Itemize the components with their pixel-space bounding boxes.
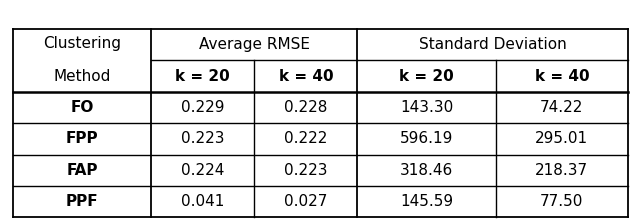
Text: PPF: PPF [66,194,98,209]
Text: Method: Method [53,69,111,84]
Text: 295.01: 295.01 [535,131,588,146]
Text: 0.228: 0.228 [284,100,328,115]
Text: FO: FO [70,100,94,115]
Text: 143.30: 143.30 [400,100,453,115]
Text: 0.041: 0.041 [181,194,224,209]
Text: Clustering: Clustering [43,36,121,51]
Text: 318.46: 318.46 [400,163,453,178]
Text: FPP: FPP [66,131,98,146]
Text: k = 20: k = 20 [399,69,454,84]
Text: k = 40: k = 40 [278,69,333,84]
Text: 0.224: 0.224 [181,163,224,178]
Text: 0.027: 0.027 [284,194,328,209]
Text: 0.222: 0.222 [284,131,328,146]
Text: Standard Deviation: Standard Deviation [418,37,566,52]
Text: k = 20: k = 20 [176,69,230,84]
Text: 0.223: 0.223 [181,131,224,146]
Text: FAP: FAP [66,163,98,178]
Text: Average RMSE: Average RMSE [199,37,310,52]
Text: 77.50: 77.50 [540,194,583,209]
Text: 145.59: 145.59 [400,194,453,209]
Text: 0.229: 0.229 [181,100,224,115]
Text: 596.19: 596.19 [400,131,453,146]
Text: 74.22: 74.22 [540,100,583,115]
Text: 0.223: 0.223 [284,163,328,178]
Text: k = 40: k = 40 [534,69,589,84]
Text: 218.37: 218.37 [535,163,588,178]
